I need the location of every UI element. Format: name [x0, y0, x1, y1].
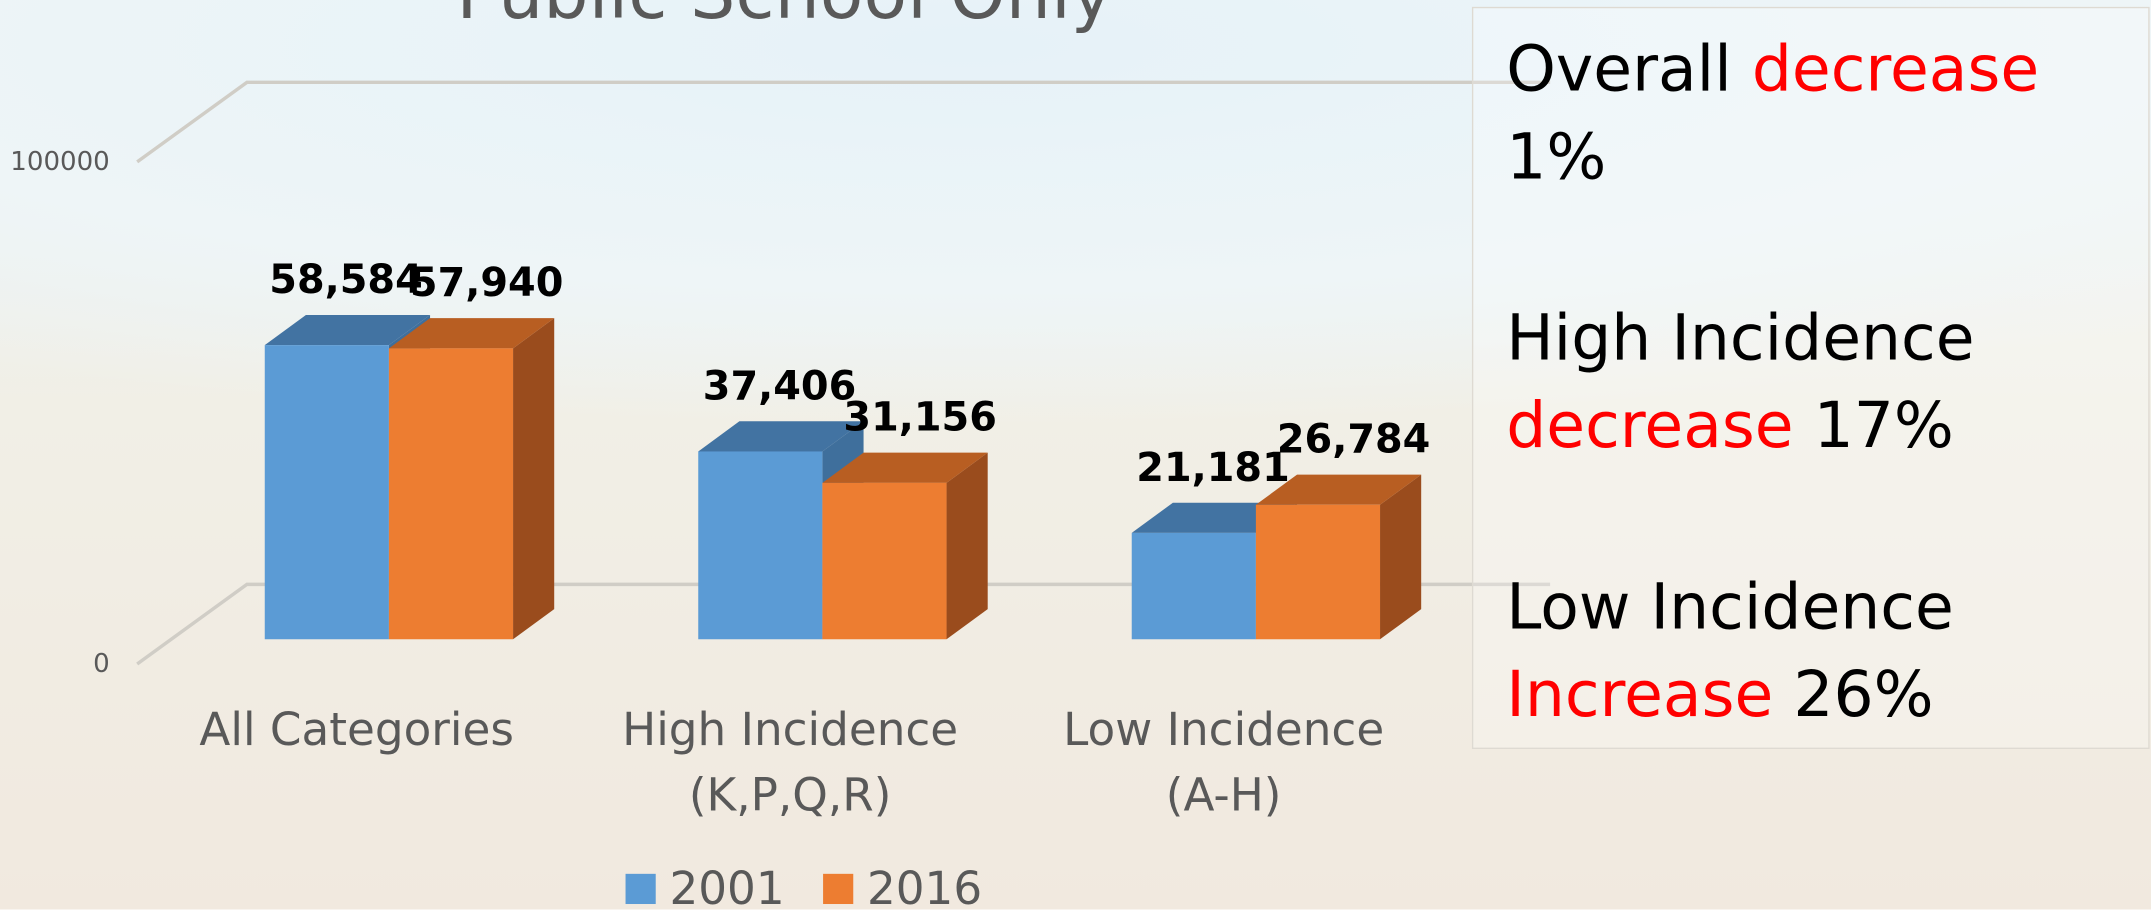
- legend-label: 2016: [866, 861, 983, 910]
- data-label: 21,181: [1136, 445, 1289, 491]
- data-label: 57,940: [410, 260, 563, 306]
- y-tick-label: 100000: [10, 147, 109, 177]
- bar-top: [264, 314, 431, 346]
- annotation-box: Overall decrease 1% High Incidence decrea…: [1471, 6, 2150, 750]
- annotation: High Incidence decrease 17%: [1506, 294, 2137, 470]
- data-label: 31,156: [843, 395, 996, 441]
- annotation-highlight: decrease: [1506, 388, 1794, 463]
- annotation-rest: 1%: [1506, 119, 1607, 194]
- annotation-lead: Overall: [1506, 31, 1732, 106]
- grid-line: [136, 80, 1551, 164]
- bar-side: [1380, 474, 1422, 640]
- bar-top: [698, 421, 864, 452]
- chart-title: Public School Only: [373, 0, 1196, 36]
- annotation-lead: Low Incidence: [1506, 569, 1954, 644]
- annotation-lead: High Incidence: [1506, 300, 1975, 375]
- x-tick-label: All Categories: [199, 702, 514, 756]
- legend-swatch: [823, 873, 854, 904]
- legend-label: 2001: [669, 861, 785, 910]
- bar-side: [513, 318, 555, 640]
- data-label: 58,584: [269, 257, 422, 303]
- x-tick-label: Low Incidence (A-H): [1063, 702, 1385, 822]
- legend-item: 2001: [625, 861, 785, 910]
- annotation-highlight: decrease: [1751, 31, 2040, 106]
- bar-side: [946, 452, 988, 640]
- bar: [822, 482, 947, 640]
- legend-swatch: [625, 873, 656, 904]
- annotation-rest: 17%: [1813, 388, 1954, 463]
- bar-top: [388, 318, 555, 349]
- annotation-rest: 26%: [1793, 657, 1934, 732]
- data-label: 37,406: [703, 363, 856, 409]
- bar-top: [822, 452, 988, 483]
- bar: [1255, 504, 1381, 640]
- annotation: Low Incidence Increase 26%: [1506, 562, 2137, 738]
- data-label: 26,784: [1277, 417, 1430, 463]
- bar: [1131, 532, 1256, 640]
- bar: [388, 348, 514, 640]
- bar: [698, 451, 823, 640]
- annotation: Overall decrease 1%: [1506, 25, 2137, 201]
- x-tick-label: High Incidence (K,P,Q,R): [622, 702, 959, 822]
- legend-item: 2016: [823, 861, 983, 910]
- y-tick-label: 0: [93, 649, 110, 679]
- legend: 2001 2016: [625, 861, 1021, 910]
- bar-top: [1255, 474, 1422, 505]
- grid-line: [136, 582, 1551, 666]
- annotation-highlight: Increase: [1506, 657, 1774, 732]
- bar-top: [1131, 502, 1298, 533]
- bar: [264, 345, 389, 640]
